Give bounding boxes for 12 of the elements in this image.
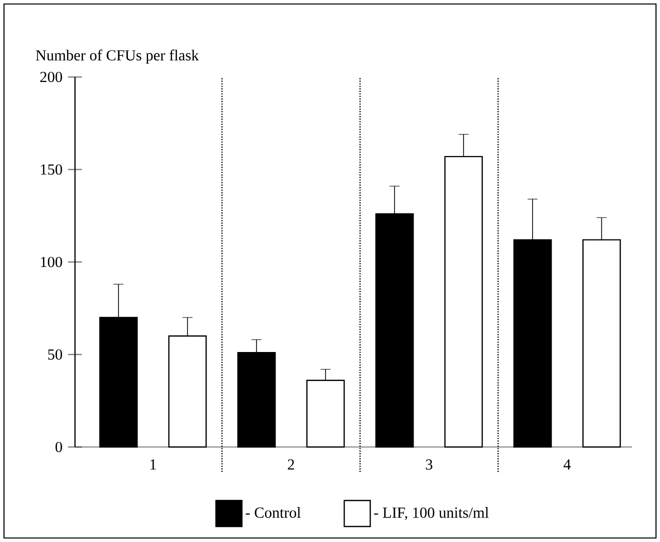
legend-label: - Control: [246, 507, 301, 518]
x-tick-label: 2: [288, 459, 294, 470]
y-axis-title: Number of CFUs per flask: [36, 50, 199, 64]
y-tick-label: 0: [56, 442, 62, 452]
y-tick-label: 200: [40, 72, 62, 82]
y-tick-label: 100: [40, 256, 62, 268]
x-tick-label: 3: [426, 459, 432, 470]
y-tick-label: 50: [48, 349, 62, 360]
x-tick-label: 4: [564, 459, 571, 470]
y-tick-label: 150: [40, 164, 62, 175]
x-tick-label: 1: [150, 459, 156, 470]
legend-label: - LIF, 100 units/ml: [374, 507, 489, 520]
